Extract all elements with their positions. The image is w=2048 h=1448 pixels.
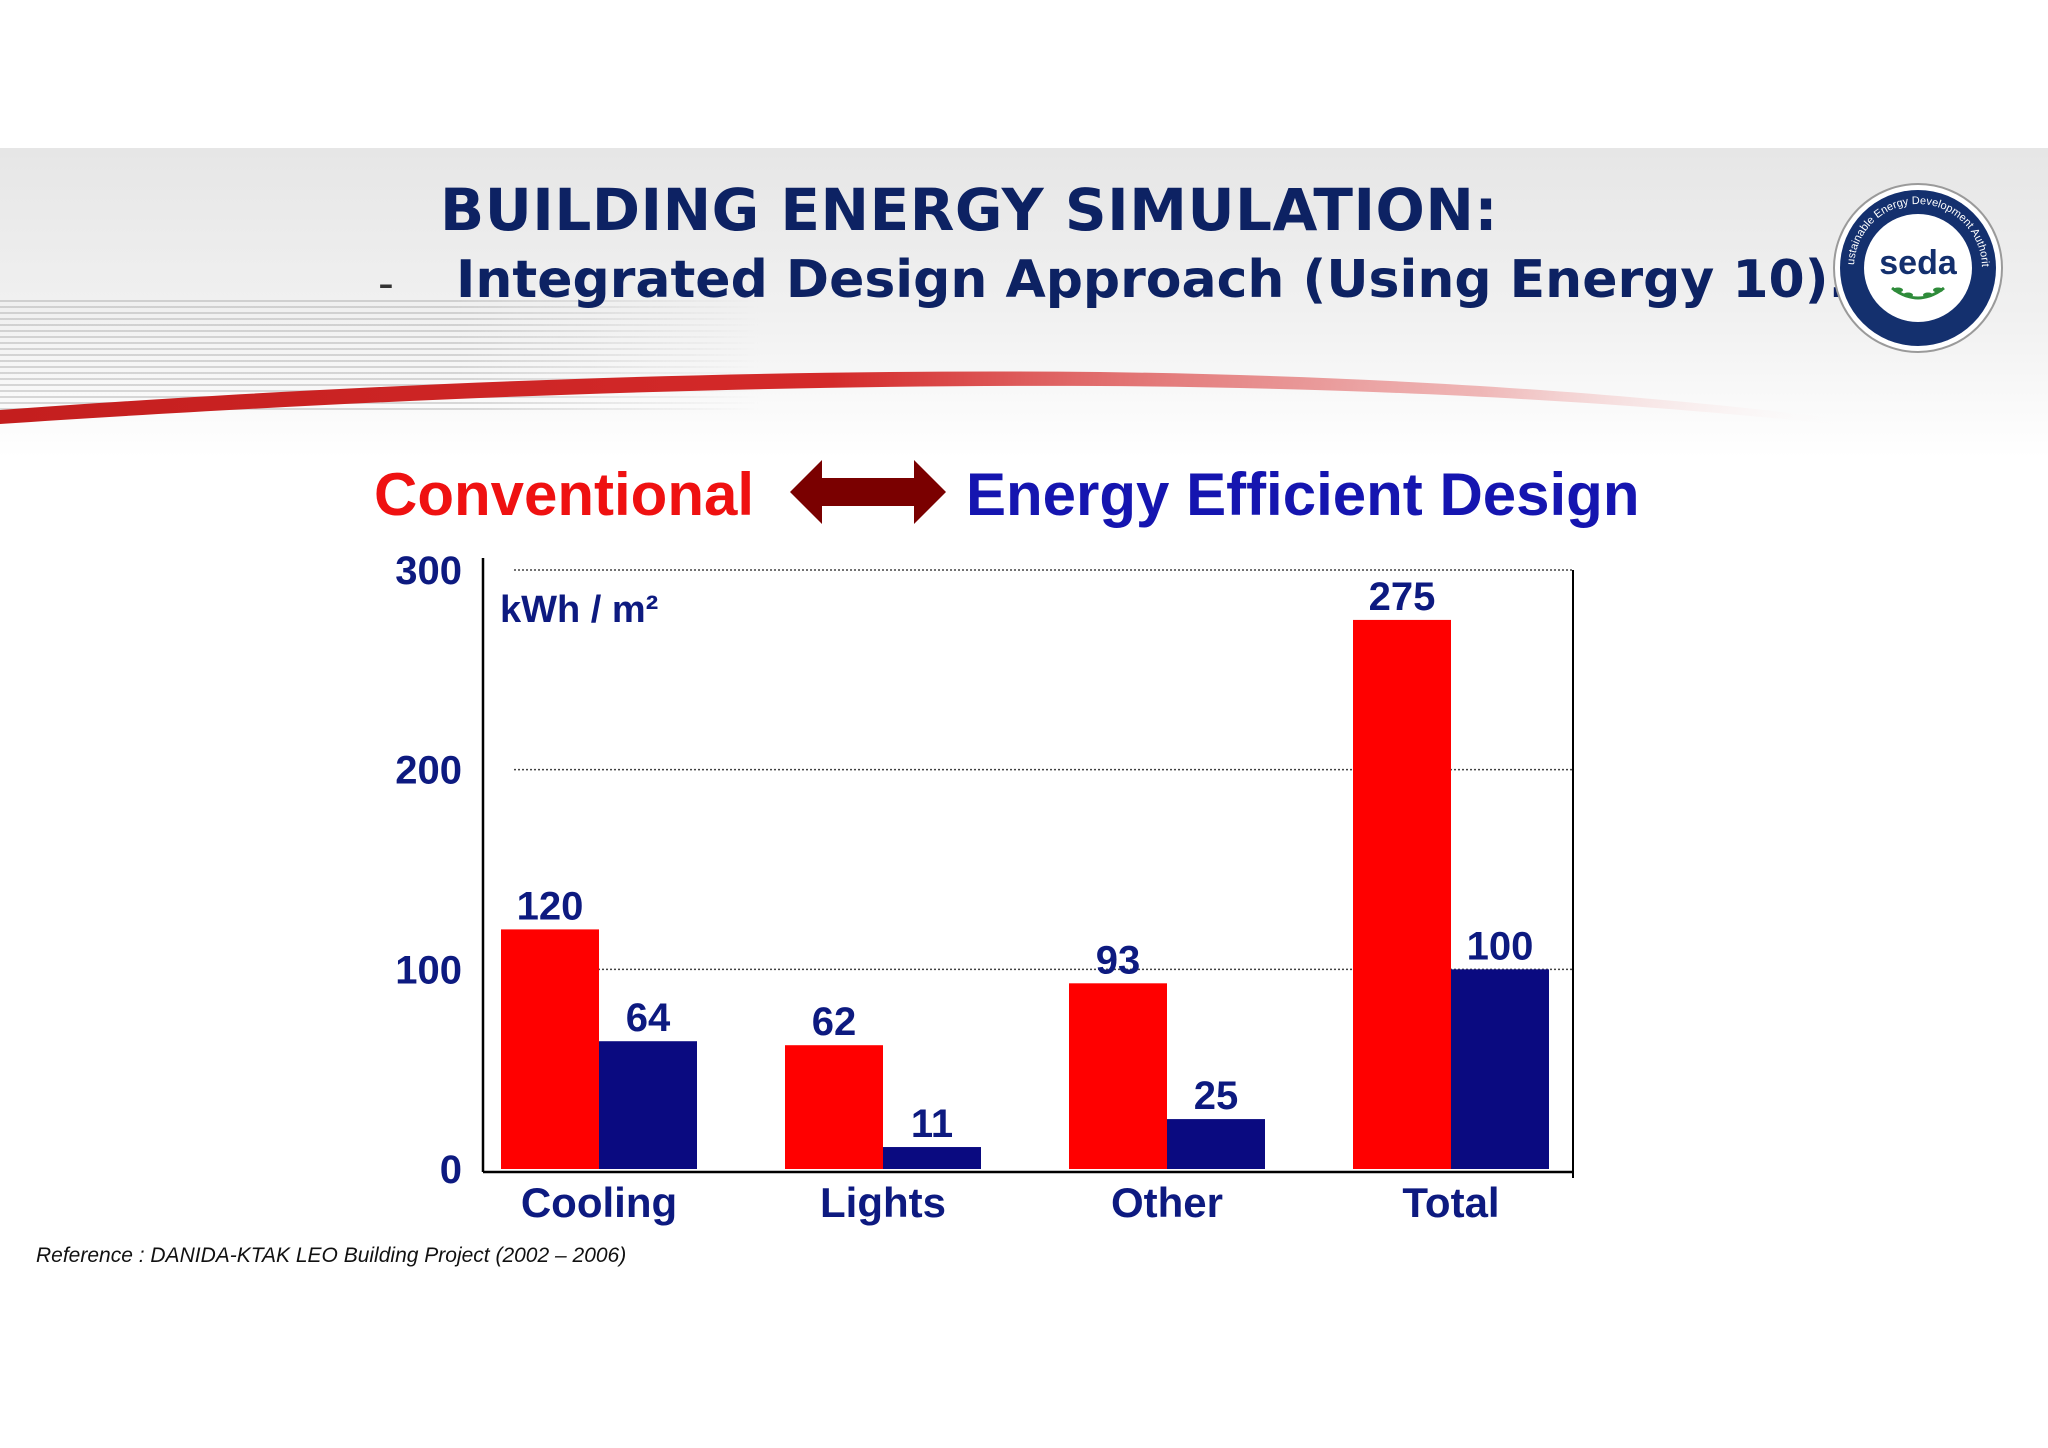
bar: [1167, 1119, 1265, 1169]
x-category-label: Lights: [820, 1179, 946, 1226]
x-category-label: Cooling: [521, 1179, 677, 1226]
double-arrow-icon: [790, 460, 946, 524]
logo-name: seda: [1879, 244, 1958, 282]
x-category-label: Total: [1402, 1179, 1499, 1226]
y-tick-label: 100: [395, 948, 462, 992]
bar: [785, 1045, 883, 1169]
legend-energy-efficient: Energy Efficient Design: [966, 461, 1640, 528]
bar: [883, 1147, 981, 1169]
data-label: 275: [1369, 575, 1436, 619]
bar: [599, 1041, 697, 1169]
data-label: 93: [1096, 938, 1141, 982]
bar: [1353, 619, 1451, 1169]
bar: [1451, 969, 1549, 1169]
y-unit-label: kWh / m²: [500, 589, 658, 631]
subtitle-dash: -: [378, 258, 394, 309]
data-label: 120: [517, 884, 584, 928]
y-tick-label: 0: [440, 1148, 462, 1192]
slide-title: BUILDING ENERGY SIMULATION:: [440, 176, 1499, 244]
data-label: 25: [1194, 1074, 1239, 1118]
legend-conventional: Conventional: [374, 461, 755, 528]
data-label: 100: [1467, 924, 1534, 968]
bar: [501, 929, 599, 1169]
x-category-label: Other: [1111, 1179, 1223, 1226]
data-label: 62: [812, 1000, 857, 1044]
data-label: 64: [626, 996, 671, 1040]
slide-subtitle: Integrated Design Approach (Using Energy…: [456, 250, 1849, 310]
bar: [1069, 983, 1167, 1169]
y-tick-label: 300: [395, 549, 462, 593]
reference-note: Reference : DANIDA-KTAK LEO Building Pro…: [36, 1244, 627, 1267]
y-tick-label: 200: [395, 749, 462, 793]
seda-logo: Sustainable Energy Development Authority…: [1832, 182, 2003, 353]
data-label: 11: [911, 1102, 953, 1146]
logo-leaf-icon: [1891, 286, 1945, 300]
